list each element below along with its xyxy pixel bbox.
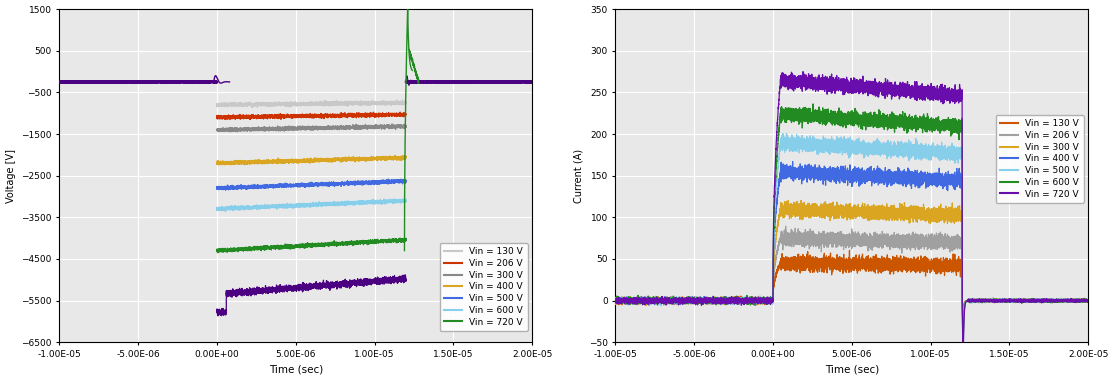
X-axis label: Time (sec): Time (sec) — [824, 364, 879, 374]
X-axis label: Time (sec): Time (sec) — [268, 364, 323, 374]
Legend: Vin = 130 V, Vin = 206 V, Vin = 300 V, Vin = 400 V, Vin = 500 V, Vin = 600 V, Vi: Vin = 130 V, Vin = 206 V, Vin = 300 V, V… — [440, 243, 528, 331]
Legend: Vin = 130 V, Vin = 206 V, Vin = 300 V, Vin = 400 V, Vin = 500 V, Vin = 600 V, Vi: Vin = 130 V, Vin = 206 V, Vin = 300 V, V… — [996, 115, 1084, 203]
Y-axis label: Voltage [V]: Voltage [V] — [6, 149, 16, 203]
Y-axis label: Current (A): Current (A) — [574, 149, 583, 203]
